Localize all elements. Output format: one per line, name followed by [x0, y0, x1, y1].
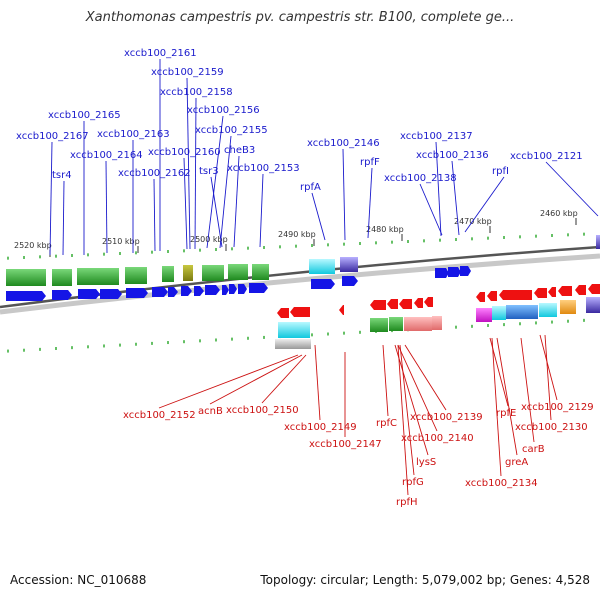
top-leader-line [49, 141, 53, 256]
bottom-gene-labels: xccb100_2152 acnB xccb100_2150 xccb100_2149… [123, 334, 594, 508]
bottom-leader-line [404, 344, 447, 411]
scale-tick-label: 2460 kbp [540, 209, 578, 218]
top-gene-labels: xccb100_2167 tsr4 xccb100_2165 xccb100_2164… [16, 48, 599, 256]
backbone-inner [0, 253, 600, 315]
top-gene-label[interactable]: xccb100_2162 [118, 168, 191, 179]
top-gene-label[interactable]: rpfI [492, 166, 509, 177]
bottom-gene-label[interactable]: rpfC [376, 418, 397, 429]
top-leader-line [419, 183, 443, 236]
genome-title: Xanthomonas campestris pv. campestris st… [85, 10, 515, 25]
scale-tick-label: 2510 kbp [102, 237, 140, 246]
top-leader-line [210, 176, 223, 248]
top-gene-label[interactable]: rpfA [300, 182, 321, 193]
top-gene-label[interactable]: xccb100_2121 [510, 151, 583, 162]
bottom-leader-line [544, 334, 552, 421]
top-leader-line [183, 157, 188, 250]
top-leader-line [62, 180, 65, 256]
top-gene-label[interactable]: xccb100_2163 [97, 129, 170, 140]
bottom-gene-label[interactable]: rpfE [496, 408, 516, 419]
top-gene-label[interactable]: cheB3 [224, 145, 255, 156]
bottom-gene-label[interactable]: xccb100_2129 [521, 402, 594, 413]
category-track-top [6, 235, 600, 286]
top-gene-label[interactable]: xccb100_2137 [400, 131, 473, 142]
top-gene-label[interactable]: xccb100_2158 [160, 87, 233, 98]
bottom-gene-label[interactable]: rpfG [402, 477, 424, 488]
bottom-leader-line [399, 344, 415, 476]
top-leader-line [259, 173, 264, 248]
bottom-leader-line [158, 354, 299, 409]
top-gene-label[interactable]: xccb100_2160 [148, 147, 221, 158]
top-leader-line [451, 160, 460, 236]
bottom-gene-label[interactable]: rpfH [396, 497, 418, 508]
top-leader-line [206, 115, 224, 249]
top-gene-label[interactable]: xccb100_2153 [227, 163, 300, 174]
scale-tick-label: 2520 kbp [14, 241, 52, 250]
bottom-gene-label[interactable]: xccb100_2130 [515, 422, 588, 433]
top-leader-line [311, 192, 326, 241]
scale-ticks: 2520 kbp 2510 kbp 2500 kbp 2490 kbp 2480 kbp… [14, 209, 578, 257]
bottom-leader-line [496, 337, 518, 456]
bottom-leader-line [382, 344, 389, 417]
bottom-leader-line [520, 337, 535, 443]
bottom-leader-line [397, 344, 438, 432]
bottom-gene-label[interactable]: xccb100_2140 [401, 433, 474, 444]
scale-tick-label: 2500 kbp [190, 235, 228, 244]
top-leader-line [219, 135, 232, 249]
top-leader-line [435, 141, 442, 237]
top-leader-line [153, 178, 156, 252]
bottom-leader-line [314, 344, 321, 421]
bottom-leader-line [539, 334, 558, 401]
reverse-genes [277, 284, 600, 318]
top-leader-line [464, 176, 505, 233]
scale-tick-label: 2480 kbp [366, 225, 404, 234]
top-gene-label[interactable]: rpfF [360, 157, 380, 168]
accession-text: Accession: NC_010688 [10, 573, 147, 587]
top-gene-label[interactable]: xccb100_2136 [416, 150, 489, 161]
bottom-gene-label[interactable]: carB [522, 444, 545, 455]
bottom-gene-label[interactable]: greA [505, 457, 528, 468]
top-gene-label[interactable]: xccb100_2167 [16, 131, 89, 142]
top-leader-line [367, 167, 373, 239]
top-leader-line [545, 161, 599, 217]
top-gene-label[interactable]: tsr4 [52, 170, 72, 181]
bottom-leader-line [209, 354, 303, 405]
bottom-leader-line [261, 354, 307, 404]
top-leader-line [105, 160, 108, 254]
forward-genes [6, 266, 471, 301]
bottom-gene-label[interactable]: xccb100_2147 [309, 439, 382, 450]
bottom-leader-line [397, 344, 409, 496]
bottom-gene-label[interactable]: xccb100_2134 [465, 478, 538, 489]
top-leader-line [194, 97, 197, 250]
bottom-gene-label[interactable]: xccb100_2139 [410, 412, 483, 423]
bottom-gene-label[interactable]: xccb100_2152 [123, 410, 196, 421]
bottom-gene-label[interactable]: xccb100_2149 [284, 422, 357, 433]
top-gene-label[interactable]: xccb100_2155 [195, 125, 268, 136]
bottom-gene-label[interactable]: xccb100_2150 [226, 405, 299, 416]
bottom-leader-line [394, 344, 429, 456]
top-leader-line [233, 155, 240, 248]
bottom-gene-label[interactable]: acnB [198, 406, 223, 417]
top-gene-label[interactable]: xccb100_2159 [151, 67, 224, 78]
top-gene-label[interactable]: xccb100_2146 [307, 138, 380, 149]
top-gene-label[interactable]: tsr3 [199, 166, 219, 177]
bottom-leader-line [491, 337, 502, 477]
top-leader-line [342, 148, 346, 241]
bottom-gene-label[interactable]: lysS [416, 457, 436, 468]
top-gene-label[interactable]: xccb100_2138 [384, 173, 457, 184]
top-leader-line [186, 77, 191, 250]
scale-tick-label: 2490 kbp [278, 230, 316, 239]
genome-stats-text: Topology: circular; Length: 5,079,002 bp… [260, 573, 590, 587]
top-gene-label[interactable]: xccb100_2156 [187, 105, 260, 116]
top-gene-label[interactable]: xccb100_2164 [70, 150, 143, 161]
category-track-bottom [275, 297, 600, 349]
top-gene-label[interactable]: xccb100_2161 [124, 48, 197, 59]
top-gene-label[interactable]: xccb100_2165 [48, 110, 121, 121]
